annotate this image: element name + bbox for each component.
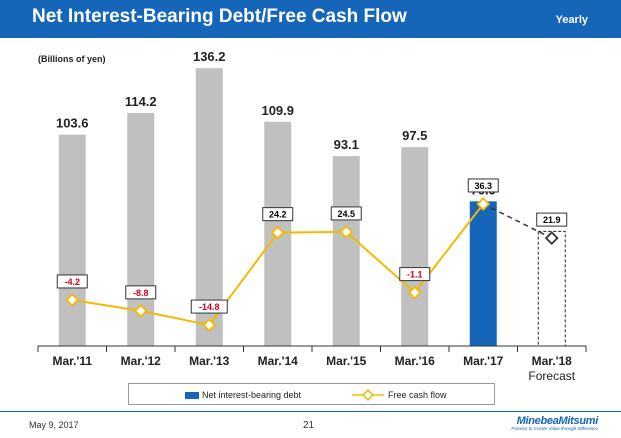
fcf-value-box [262, 207, 294, 222]
fcf-value-box [399, 267, 431, 282]
x-tick-sublabel: Forecast [528, 369, 575, 383]
fcf-line-segment [345, 231, 416, 294]
chart-legend: Net interest-bearing debt Free cash flow [128, 383, 495, 405]
fcf-point-marker [407, 285, 422, 300]
fcf-line-segment [277, 230, 347, 234]
bar-value-label: 114.2 [125, 94, 157, 109]
legend-item-fcf: Free cash flow [352, 389, 447, 401]
company-logo: MinebeaMitsumi Passion to Create Value t… [511, 415, 598, 431]
fcf-value-label: 24.5 [337, 209, 355, 219]
period-badge: Yearly [555, 14, 588, 26]
legend-label-debt: Net interest-bearing debt [202, 390, 302, 400]
footer-date: May 9, 2017 [29, 420, 79, 430]
x-tick-label: Mar.'13 [189, 354, 230, 368]
fcf-point-marker [202, 318, 217, 333]
units-label: (Billions of yen) [38, 54, 106, 64]
fcf-point-marker [270, 225, 285, 240]
fcf-value-box [467, 178, 499, 193]
fcf-value-label: -14.8 [199, 302, 220, 312]
page-title: Net Interest-Bearing Debt/Free Cash Flow [32, 6, 407, 27]
fcf-point-marker [133, 303, 148, 318]
fcf-value-label: 21.9 [543, 215, 561, 225]
fcf-value-label: 24.2 [269, 210, 287, 220]
legend-item-debt: Net interest-bearing debt [185, 389, 301, 401]
legend-swatch-bar [185, 391, 199, 399]
fcf-value-label: -8.8 [133, 288, 149, 298]
bar-mar16 [401, 147, 429, 346]
fcf-point-marker [339, 225, 354, 239]
x-tick-label: Mar.'18 [532, 354, 573, 368]
fcf-value-box [330, 206, 362, 221]
fcf-value-box [190, 299, 228, 314]
x-tick-label: Mar.'11 [52, 354, 92, 368]
bar-mar15 [332, 156, 360, 346]
fcf-value-box [125, 285, 157, 300]
bar-value-label: 109.9 [261, 103, 294, 118]
x-tick-label: Mar.'14 [258, 354, 299, 368]
fcf-line-segment [140, 309, 210, 327]
x-tick-label: Mar.'17 [463, 354, 504, 368]
header-bar: Net Interest-Bearing Debt/Free Cash Flow… [0, 0, 621, 38]
fcf-forecast-segment [482, 203, 553, 239]
legend-swatch-line [352, 389, 384, 401]
fcf-point-marker [544, 231, 559, 246]
fcf-value-label: -1.1 [407, 270, 423, 280]
x-tick-label: Mar.'16 [395, 354, 436, 368]
fcf-point-marker [65, 293, 80, 307]
logo-tagline: Passion to Create Value through Differen… [511, 426, 598, 431]
fcf-value-box [536, 212, 568, 227]
fcf-point-marker [476, 197, 491, 211]
bar-mar18 [537, 230, 566, 347]
bar-mar11 [58, 134, 86, 346]
bar-value-label: 93.1 [334, 137, 359, 152]
x-tick-label: Mar.'15 [326, 354, 367, 368]
legend-label-fcf: Free cash flow [388, 390, 447, 400]
fcf-value-box [56, 274, 88, 289]
fcf-value-label: -4.2 [64, 277, 80, 287]
x-tick-label: Mar.'12 [121, 354, 162, 368]
bar-value-label: 136.2 [193, 49, 226, 64]
fcf-value-label: 36.3 [474, 181, 492, 191]
bar-value-label: 97.5 [402, 128, 427, 143]
page-number: 21 [303, 420, 315, 431]
footer-divider [0, 411, 621, 412]
bar-mar17 [469, 201, 497, 346]
fcf-line-segment [72, 298, 141, 312]
bar-value-label: 103.6 [56, 116, 89, 131]
logo-wordmark: MinebeaMitsumi [516, 415, 599, 427]
